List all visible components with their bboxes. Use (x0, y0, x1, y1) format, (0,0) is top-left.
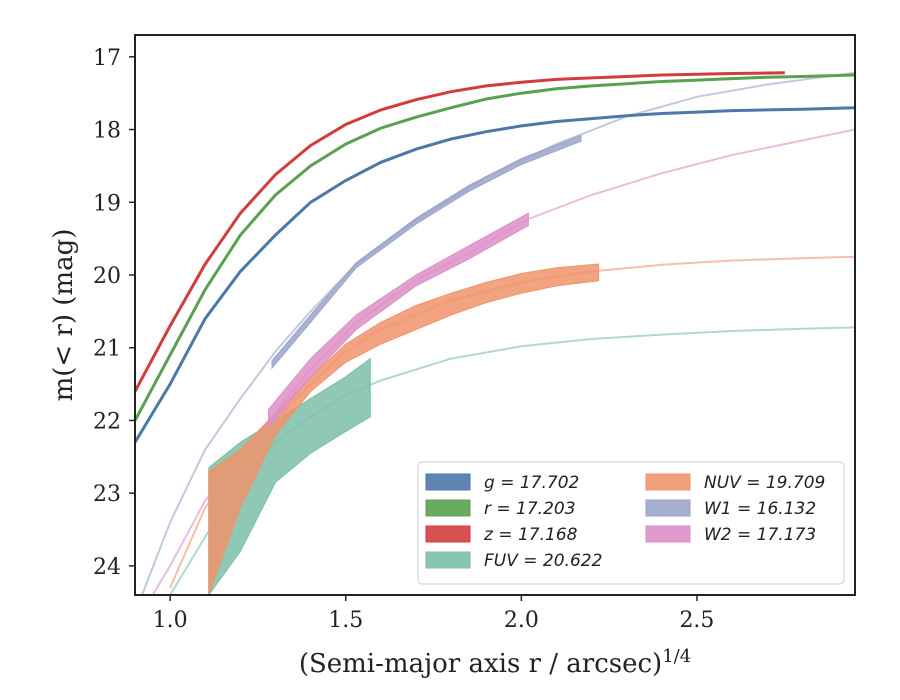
legend-label-z: z = 17.168 (483, 525, 578, 545)
legend-label-r: r = 17.203 (484, 499, 576, 519)
y-tick-label: 20 (93, 264, 121, 289)
x-tick-label: 2.0 (504, 608, 539, 633)
legend-box (417, 461, 845, 585)
legend-label-nuv: NUV = 19.709 (704, 473, 825, 493)
y-tick-label: 21 (93, 337, 121, 362)
series-line-r (135, 73, 855, 422)
axis-ticks: 1.0 1.5 2.0 2.5 17 18 19 20 21 22 23 24 (93, 46, 714, 633)
plot-area (135, 71, 855, 595)
plot-frame (134, 34, 856, 596)
legend-swatch-g (425, 473, 471, 491)
legend-label-w1: W1 = 16.132 (704, 499, 816, 519)
band-w2 (268, 212, 529, 430)
legend-swatch-z (425, 525, 471, 543)
legend-swatch-r (425, 499, 471, 517)
legend-label-fuv: FUV = 20.622 (484, 551, 602, 571)
x-tick-label: 1.5 (328, 608, 363, 633)
y-tick-label: 22 (93, 409, 121, 434)
y-tick-label: 19 (93, 191, 121, 216)
series-line-g (135, 106, 855, 444)
band-nuv (208, 263, 600, 595)
y-tick-label: 24 (93, 555, 121, 580)
legend-swatch-fuv (425, 551, 471, 569)
series-line-z (135, 71, 785, 393)
y-tick-label: 17 (93, 46, 121, 71)
x-tick-label: 2.5 (679, 608, 714, 633)
legend-label-w2: W2 = 17.173 (704, 525, 816, 545)
band-w1 (271, 134, 582, 370)
x-tick-label: 1.0 (153, 608, 188, 633)
legend: g = 17.702 NUV = 19.709 r = 17.203 W1 = 16.… (417, 461, 845, 585)
legend-swatch-w2 (645, 525, 691, 543)
y-tick-label: 23 (93, 482, 121, 507)
y-tick-label: 18 (93, 119, 121, 144)
legend-label-g: g = 17.702 (484, 473, 579, 493)
legend-swatch-w1 (645, 499, 691, 517)
y-axis-label: m(< r) (mag) (49, 229, 79, 402)
x-axis-label: (Semi-major axis r / arcsec)1/4 (299, 646, 691, 679)
legend-swatch-nuv (645, 473, 691, 491)
